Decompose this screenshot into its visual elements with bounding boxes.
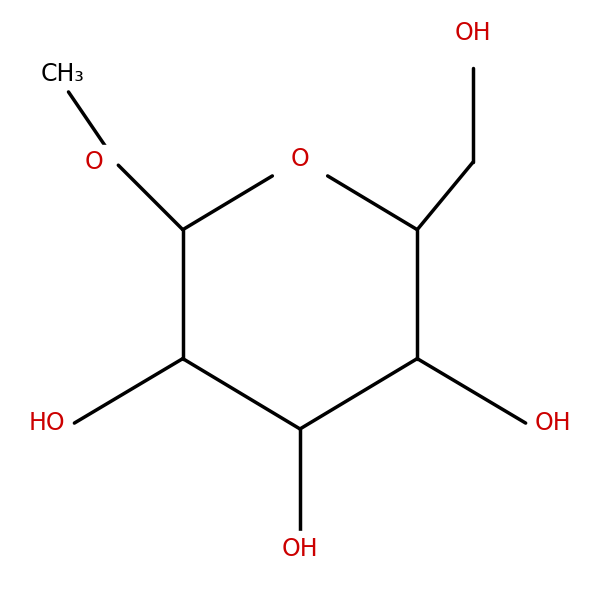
Text: CH₃: CH₃ — [41, 62, 85, 86]
Text: OH: OH — [535, 411, 571, 435]
Text: HO: HO — [29, 411, 65, 435]
Text: O: O — [290, 148, 310, 172]
Text: OH: OH — [455, 21, 491, 45]
Text: O: O — [85, 150, 104, 174]
Text: OH: OH — [281, 537, 319, 561]
